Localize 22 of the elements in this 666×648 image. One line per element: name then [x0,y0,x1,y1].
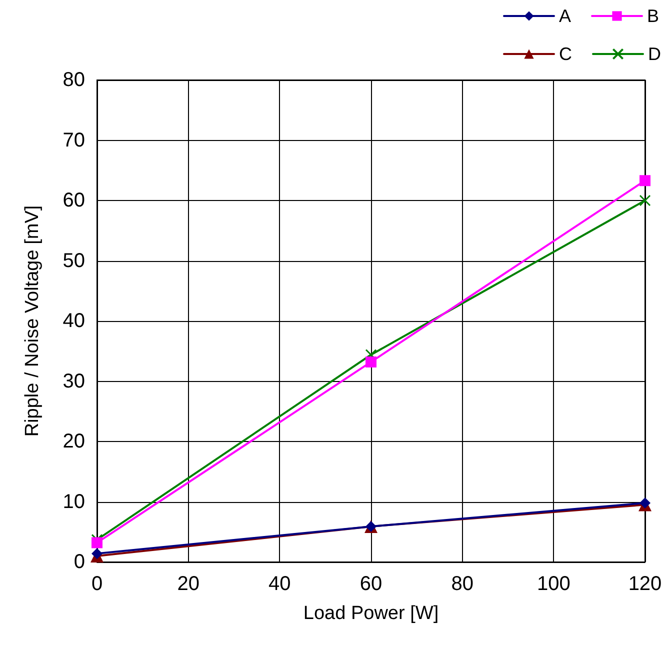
legend-label: B [647,6,660,26]
x-tick-label: 80 [451,573,474,595]
legend-label: C [559,44,572,64]
y-tick-label: 40 [62,310,85,332]
y-tick-label: 50 [62,250,85,272]
legend-label: D [648,44,661,64]
legend-label: A [559,6,572,26]
y-tick-label: 30 [62,370,85,392]
x-tick-label: 20 [177,573,200,595]
y-tick-label: 80 [62,69,85,91]
x-tick-label: 120 [628,573,662,595]
y-tick-label: 20 [62,430,85,452]
y-tick-label: 10 [62,490,85,513]
x-axis-title: Load Power [W] [303,603,439,624]
x-tick-label: 40 [268,573,291,595]
y-tick-label: 0 [74,551,85,573]
x-tick-label: 100 [536,573,570,595]
x-tick-label: 0 [91,573,103,595]
y-tick-label: 60 [62,190,85,212]
y-axis-title: Ripple / Noise Voltage [mV] [22,205,43,437]
x-tick-label: 60 [360,573,382,595]
y-tick-label: 70 [62,129,85,152]
